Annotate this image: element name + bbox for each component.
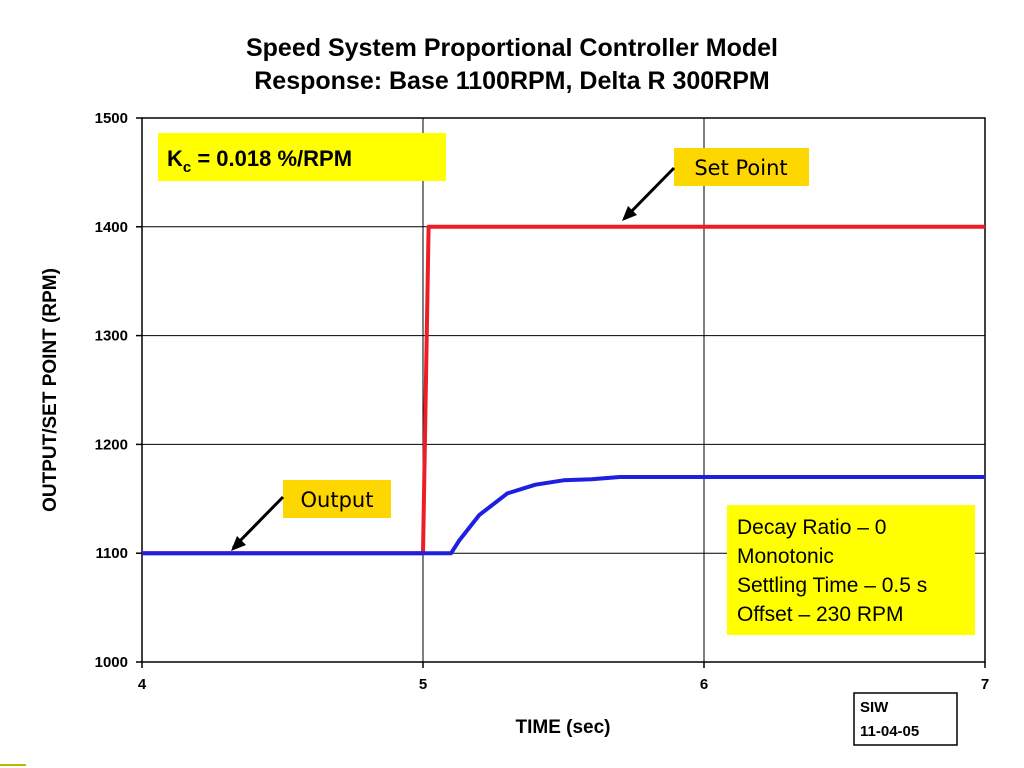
note-decay-ratio: Decay Ratio – 0 xyxy=(737,516,886,539)
note-monotonic: Monotonic xyxy=(737,545,834,568)
y-axis-title: OUTPUT/SET POINT (RPM) xyxy=(40,268,61,512)
chart-title-line-1: Speed System Proportional Controller Mod… xyxy=(246,34,778,62)
output-callout: Output xyxy=(231,480,391,551)
chart-title-line-2: Response: Base 1100RPM, Delta R 300RPM xyxy=(254,67,770,95)
gain-subscript: c xyxy=(183,159,191,176)
gain-text: Kc = 0.018 %/RPM xyxy=(167,146,352,176)
x-tick-label: 5 xyxy=(419,676,427,693)
gain-annotation: Kc = 0.018 %/RPM xyxy=(158,133,446,181)
x-tick-label: 4 xyxy=(138,676,147,693)
output-label: Output xyxy=(301,488,374,512)
gain-value: = 0.018 %/RPM xyxy=(191,146,352,171)
axis-ticks: 1000 1100 1200 1300 1400 1500 4 5 6 7 xyxy=(95,110,990,693)
y-tick-label: 1200 xyxy=(95,436,128,453)
y-tick-label: 1100 xyxy=(95,545,128,562)
author-stamp-box xyxy=(853,692,958,746)
response-notes-box xyxy=(727,505,975,635)
set-point-label-box xyxy=(674,148,809,186)
y-tick-label: 1500 xyxy=(95,110,128,127)
set-point-callout: Set Point xyxy=(622,148,809,221)
y-tick-label: 1400 xyxy=(95,219,128,236)
y-tick-label: 1300 xyxy=(95,328,128,345)
slide-corner-marker xyxy=(0,764,26,766)
note-offset: Offset – 230 RPM xyxy=(737,603,904,626)
output-label-box xyxy=(283,480,391,518)
author-stamp: SIW 11-04-05 xyxy=(853,692,958,746)
series-layer xyxy=(142,224,985,556)
y-tick-label: 1000 xyxy=(95,654,128,671)
x-axis-title: TIME (sec) xyxy=(515,717,610,738)
x-tick-label: 6 xyxy=(700,676,708,693)
output-arrowhead xyxy=(231,536,246,551)
output-arrow xyxy=(231,495,285,550)
author-initials: SIW xyxy=(860,699,889,716)
set-point-label: Set Point xyxy=(694,156,787,180)
author-date: 11-04-05 xyxy=(860,723,919,740)
note-settling-time: Settling Time – 0.5 s xyxy=(737,574,927,597)
x-tick-label: 7 xyxy=(981,676,989,693)
response-notes: Decay Ratio – 0 Monotonic Settling Time … xyxy=(727,505,975,635)
gain-box xyxy=(158,133,446,181)
set-point-arrowhead xyxy=(622,206,637,221)
gain-symbol: K xyxy=(167,146,183,171)
series-line-output xyxy=(142,475,985,556)
